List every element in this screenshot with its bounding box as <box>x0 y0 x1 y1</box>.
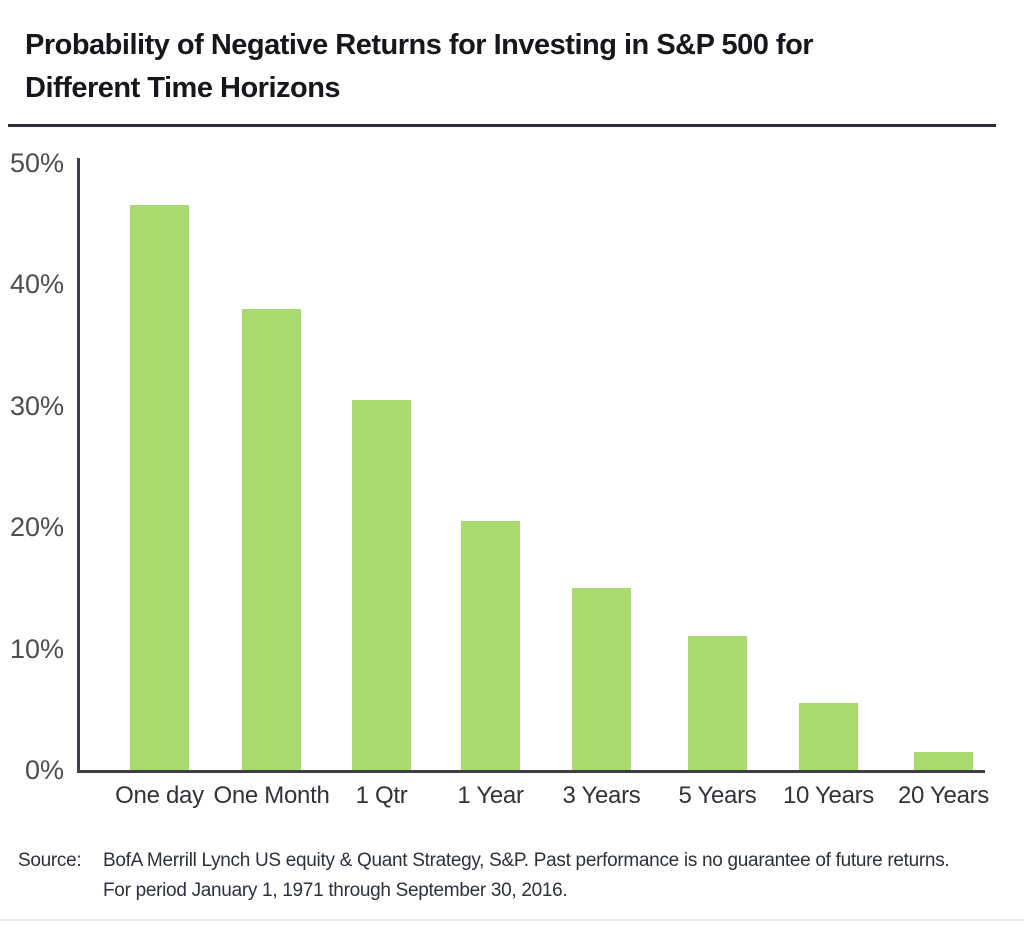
chart-bar-20-years <box>914 752 973 772</box>
x-axis-category-label: 5 Years <box>678 782 757 809</box>
source-note: Source: BofA Merrill Lynch US equity & Q… <box>18 846 1018 906</box>
x-axis-category-label: 10 Years <box>782 782 875 809</box>
x-axis-category-label: 1 Year <box>457 782 524 809</box>
x-axis-line <box>77 770 985 773</box>
y-axis-tick-label: 30% <box>9 391 64 421</box>
page-bottom-edge <box>0 919 1024 921</box>
source-note-line-1: BofA Merrill Lynch US equity & Quant Str… <box>103 850 950 871</box>
chart-bar-3-years <box>572 588 631 772</box>
x-axis-category-label: One Month <box>213 782 330 809</box>
y-axis-tick-label: 40% <box>9 269 64 299</box>
chart-title-line-2: Different Time Horizons <box>25 72 341 104</box>
title-divider-rule <box>8 124 996 127</box>
x-axis-category-label: 3 Years <box>562 782 641 809</box>
chart-bar-1-year <box>461 521 520 772</box>
chart-title-line-1: Probability of Negative Returns for Inve… <box>25 29 814 61</box>
chart-title: Probability of Negative Returns for Inve… <box>25 24 1005 110</box>
y-axis-tick-label: 50% <box>9 148 64 178</box>
chart-bar-1-qtr <box>352 400 411 772</box>
source-note-line-2: For period January 1, 1971 through Septe… <box>103 880 568 901</box>
chart-bar-10-years <box>799 703 858 772</box>
chart-bar-one-day <box>130 205 189 772</box>
y-axis-line <box>77 158 80 773</box>
y-axis-tick-label: 20% <box>9 512 64 542</box>
y-axis-tick-label: 10% <box>9 634 64 664</box>
y-axis-tick-label: 0% <box>24 755 64 785</box>
chart-bar-5-years <box>688 636 747 772</box>
x-axis-category-label: One day <box>115 782 204 809</box>
x-axis-category-label: 1 Qtr <box>355 782 408 809</box>
x-axis-category-label: 20 Years <box>897 782 990 809</box>
bar-chart: 50% 40% 30% 20% 10% 0% One day One Month 1 Qtr 1 … <box>0 145 1024 845</box>
source-note-label: Source: <box>18 850 82 871</box>
chart-bar-one-month <box>242 309 301 772</box>
